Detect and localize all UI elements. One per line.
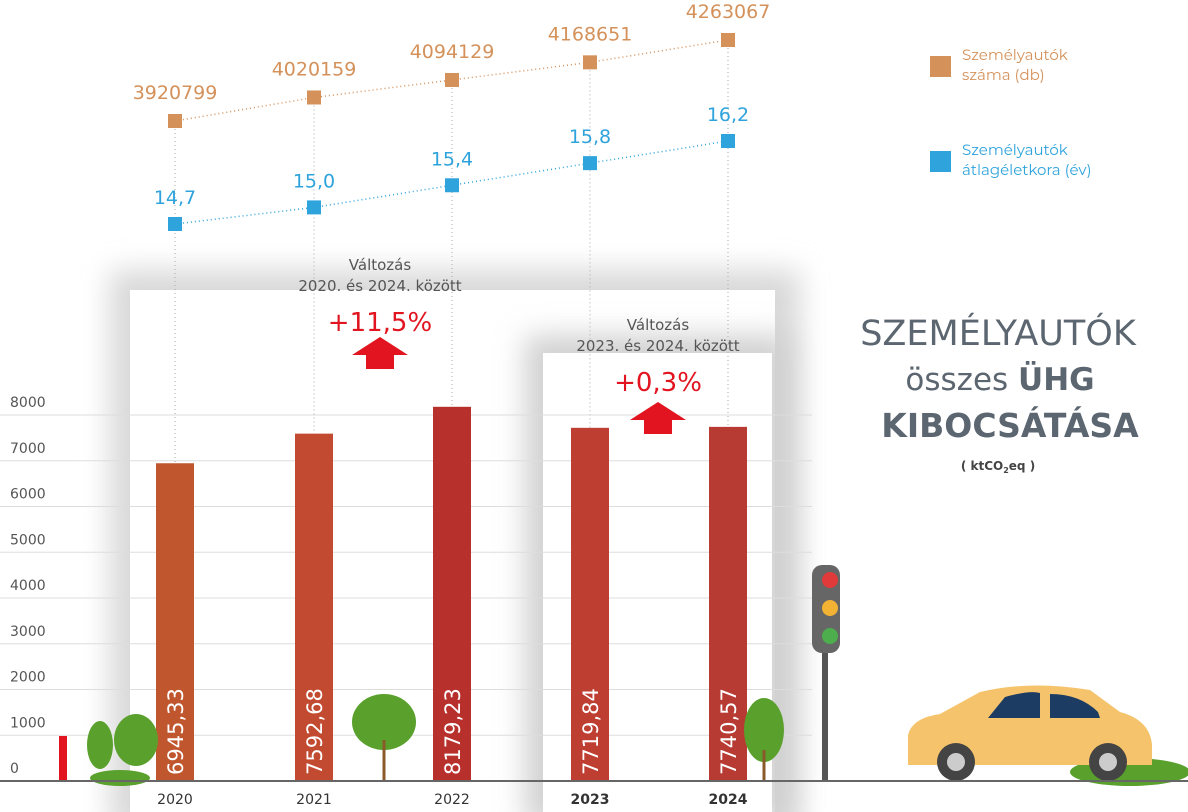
chart: 0 1000 2000 3000 4000 5000 6000 7000 8000 6945,3… [0, 0, 1188, 812]
value-label: 14,7 [154, 187, 196, 209]
y-tick-label: 8000 [10, 395, 46, 411]
unit-part: eq ) [1009, 459, 1035, 473]
legend-swatch [930, 56, 951, 77]
title-line: KIBOCSÁTÁSA [881, 405, 1139, 445]
x-tick-label: 2022 [434, 792, 470, 808]
value-label: 6945,33 [164, 688, 188, 775]
y-tick-label: 4000 [10, 578, 46, 594]
marker [583, 55, 597, 69]
marker [721, 33, 735, 47]
legend-swatch [930, 151, 951, 172]
value-label: 15,0 [293, 170, 335, 192]
title-line: összes ÜHG [905, 361, 1094, 398]
x-tick-label: 2024 [709, 792, 748, 808]
marker [307, 90, 321, 104]
annotation-change: +11,5% [328, 308, 432, 338]
legend-label: Személyautók átlagéletkora (év) [962, 140, 1107, 180]
title: összes [905, 362, 1018, 398]
value-label: 4168651 [548, 23, 633, 45]
value-label: 15,4 [431, 148, 473, 170]
marker [307, 200, 321, 214]
value-label: 7719,84 [579, 688, 603, 775]
y-tick-label: 3000 [10, 624, 46, 640]
annotation-subtitle: 2020. és 2024. között [298, 277, 461, 295]
x-tick-label: 2023 [571, 792, 610, 808]
value-label: 15,8 [569, 126, 611, 148]
decor-bar [59, 736, 67, 781]
traffic-light [812, 565, 840, 781]
value-label: 4020159 [272, 58, 357, 80]
unit: ( ktCO2eq ) [961, 459, 1035, 475]
title: ÜHG [1018, 361, 1095, 398]
x-tick-label: 2020 [157, 792, 193, 808]
annotation-subtitle: 2023. és 2024. között [576, 337, 739, 355]
value-label: 4263067 [686, 1, 771, 23]
marker [168, 217, 182, 231]
y-tick-label: 5000 [10, 532, 46, 548]
value-label: 7592,68 [303, 688, 327, 775]
y-tick-label: 1000 [10, 715, 46, 731]
legend-label: Személyautók száma (db) [962, 45, 1107, 85]
marker [445, 73, 459, 87]
value-label: 16,2 [707, 104, 749, 126]
y-tick-label: 7000 [10, 441, 46, 457]
y-tick-label: 6000 [10, 487, 46, 503]
annotation-change: +0,3% [614, 368, 702, 398]
title-line: SZEMÉLYAUTÓK [860, 312, 1137, 354]
annotation-title: Változás [627, 316, 690, 334]
annotation-title: Változás [349, 256, 412, 274]
value-label: 7740,57 [717, 688, 741, 775]
value-label: 4094129 [410, 41, 495, 63]
value-label: 3920799 [133, 82, 218, 104]
title: KIBOCSÁTÁSA [881, 405, 1139, 445]
marker [168, 114, 182, 128]
x-tick-label: 2021 [296, 792, 332, 808]
y-tick-label: 0 [10, 761, 19, 777]
page: 0 1000 2000 3000 4000 5000 6000 7000 8000 6945,3… [0, 0, 1188, 812]
car [908, 685, 1188, 786]
title: SZEMÉLYAUTÓK [860, 312, 1137, 354]
unit-part: ( ktCO [961, 459, 1003, 473]
marker [721, 134, 735, 148]
marker [445, 178, 459, 192]
marker [583, 156, 597, 170]
value-label: 8179,23 [441, 688, 465, 775]
y-tick-label: 2000 [10, 670, 46, 686]
